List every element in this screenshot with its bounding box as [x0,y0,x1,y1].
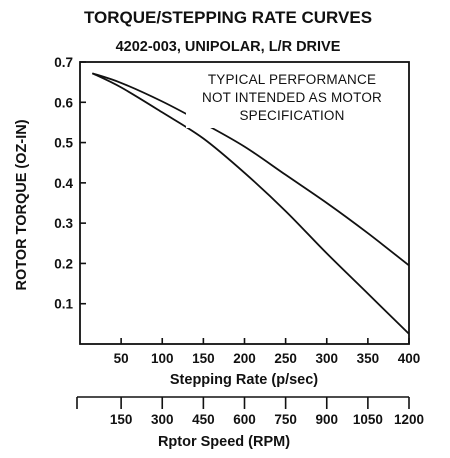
x-tick-label: 300 [315,351,338,366]
secondary-axis-ticks: 150 300 450 600 750 900 1050 1200 [76,397,424,427]
curves [91,72,410,335]
y-tick-label: 0.1 [54,297,73,312]
annotation-line-3: SPECIFICATION [239,108,344,123]
secondary-tick-label: 1050 [353,412,383,427]
annotation-box: TYPICAL PERFORMANCE NOT INTENDED AS MOTO… [186,70,398,128]
x-tick-label: 100 [151,351,174,366]
x-axis-ticks: 50 100 150 200 250 300 350 400 [114,338,421,366]
secondary-tick-label: 750 [274,412,297,427]
torque-curve-2 [91,72,410,335]
chart-subtitle: 4202-003, UNIPOLAR, L/R DRIVE [116,39,341,55]
secondary-axis-label: Rptor Speed (RPM) [158,434,290,450]
x-tick-label: 250 [274,351,297,366]
secondary-tick-label: 150 [110,412,133,427]
x-tick-label: 50 [114,351,129,366]
x-axis-label: Stepping Rate (p/sec) [170,372,318,388]
torque-curve-1 [92,72,410,267]
y-tick-label: 0.7 [54,55,73,70]
x-tick-label: 200 [233,351,256,366]
x-tick-label: 350 [357,351,380,366]
y-tick-label: 0.6 [54,95,73,110]
y-tick-label: 0.5 [54,136,73,151]
secondary-tick-label: 1200 [394,412,424,427]
secondary-tick-label: 300 [151,412,174,427]
y-tick-label: 0.3 [54,216,73,231]
y-axis-label: ROTOR TORQUE (OZ-IN) [14,119,30,290]
chart-title: TORQUE/STEPPING RATE CURVES [84,8,372,27]
y-tick-label: 0.4 [54,176,73,191]
annotation-line-1: TYPICAL PERFORMANCE [208,72,376,87]
y-axis-ticks: 0.1 0.2 0.3 0.4 0.5 0.6 0.7 [54,55,86,312]
x-tick-label: 150 [192,351,215,366]
secondary-tick-label: 900 [315,412,338,427]
x-tick-label: 400 [398,351,421,366]
secondary-tick-label: 450 [192,412,215,427]
y-tick-label: 0.2 [54,256,73,271]
annotation-line-2: NOT INTENDED AS MOTOR [202,90,382,105]
secondary-tick-label: 600 [233,412,256,427]
secondary-axis: 150 300 450 600 750 900 1050 1200 [76,396,424,427]
